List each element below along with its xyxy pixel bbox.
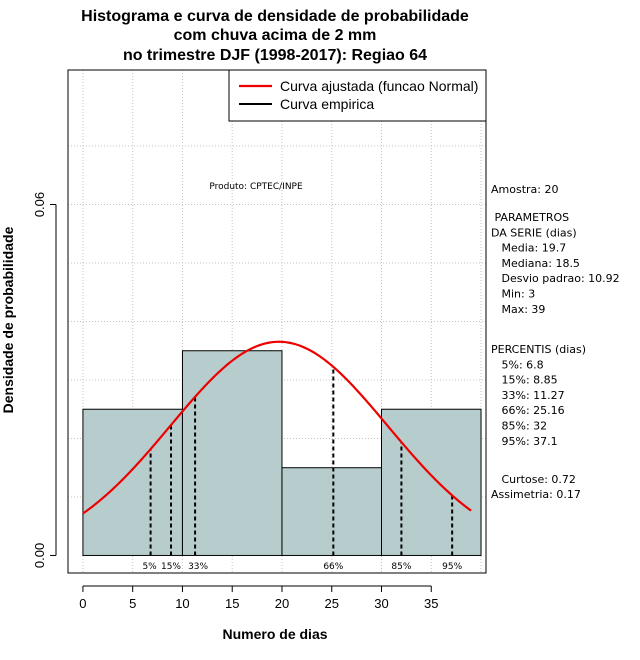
chart-title-line-3: no trimestre DJF (1998-2017): Regiao 64 (123, 47, 427, 64)
histogram-bar (381, 408, 482, 556)
percentile-label: 95% (442, 562, 462, 572)
legend-label-empirical: Curva empirica (280, 96, 374, 112)
x-tick-label: 5 (129, 596, 136, 611)
chart-title: Histograma e curva de densidade de proba… (81, 8, 469, 64)
x-tick-label: 30 (374, 596, 388, 611)
x-tick-label: 35 (424, 596, 438, 611)
x-axis: 0 5 10 15 20 25 30 35 (79, 585, 438, 611)
y-tick-label: 0.00 (32, 543, 47, 568)
percentile-line-text: 66%: 25.16 (491, 404, 565, 417)
percentile-line-text: PERCENTIS (dias) (491, 343, 586, 356)
percentile-label: 15% (161, 562, 181, 572)
y-axis-title: Densidade de probabilidade (0, 226, 16, 413)
histogram-bars (82, 350, 482, 556)
y-axis: 0.00 0.06 (32, 192, 57, 568)
percentile-label: 66% (323, 562, 343, 572)
kurtosis: Curtose: 0.72 (491, 473, 576, 486)
credit-annotation: Produto: CPTEC/INPE (209, 182, 303, 192)
percentiles-list: PERCENTIS (dias) 5%: 6.8 15%: 8.85 33%: … (491, 343, 586, 448)
x-tick-label: 25 (325, 596, 339, 611)
parameter-line: Min: 3 (491, 288, 535, 301)
percentile-line-text: 33%: 11.27 (491, 389, 565, 402)
histogram-bar (281, 467, 383, 556)
x-axis-title: Numero de dias (222, 626, 327, 642)
skewness: Assimetria: 0.17 (491, 488, 581, 501)
parameter-line: PARAMETROS (491, 211, 569, 224)
x-tick-label: 20 (275, 596, 289, 611)
x-tick-label: 0 (79, 596, 86, 611)
parameter-line: Mediana: 18.5 (491, 257, 580, 270)
percentile-line-text: 95%: 37.1 (491, 435, 558, 448)
y-tick-label: 0.06 (32, 192, 47, 217)
percentile-label: 33% (188, 562, 208, 572)
normal-fit-curve (82, 340, 472, 515)
parameter-line: Desvio padrao: 10.92 (491, 272, 620, 285)
x-tick-label: 15 (225, 596, 239, 611)
legend-label-normal: Curva ajustada (funcao Normal) (280, 78, 478, 94)
histogram-bar (181, 350, 283, 556)
parameter-line: Media: 19.7 (491, 242, 566, 255)
x-tick-label: 10 (175, 596, 189, 611)
percentile-label: 85% (391, 562, 411, 572)
parameter-line: DA SERIE (dias) (491, 226, 577, 239)
sample-size: Amostra: 20 (491, 183, 558, 196)
percentile-labels: 5% 15% 33% 66% 85% 95% (142, 562, 462, 572)
chart-title-line-1: Histograma e curva de densidade de proba… (81, 8, 469, 25)
percentile-line-text: 85%: 32 (491, 420, 547, 433)
statistics-panel: Amostra: 20 PARAMETROS DA SERIE (dias) Me… (491, 183, 620, 501)
legend-box (228, 69, 487, 122)
parameter-line: Max: 39 (491, 303, 545, 316)
chart-title-line-2: com chuva acima de 2 mm (174, 27, 377, 44)
percentile-lines (149, 366, 454, 556)
percentile-line-text: 15%: 8.85 (491, 374, 558, 387)
histogram-bar (82, 408, 183, 556)
legend: Curva ajustada (funcao Normal) Curva emp… (228, 69, 487, 122)
percentile-label: 5% (142, 562, 157, 572)
series-parameters: PARAMETROS DA SERIE (dias) Media: 19.7 Me… (491, 211, 620, 316)
percentile-line-text: 5%: 6.8 (491, 358, 544, 371)
